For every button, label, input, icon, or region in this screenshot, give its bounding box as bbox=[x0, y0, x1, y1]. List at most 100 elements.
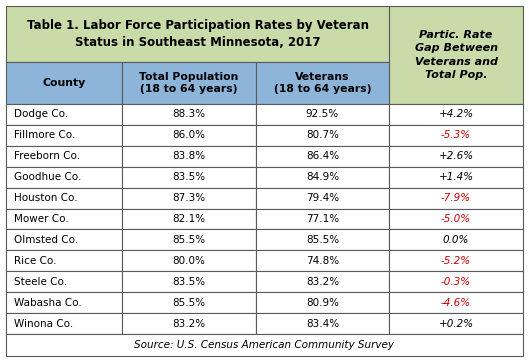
Bar bbox=[6, 188, 122, 209]
Text: -7.9%: -7.9% bbox=[441, 193, 471, 203]
Text: Mower Co.: Mower Co. bbox=[14, 214, 69, 224]
Bar bbox=[389, 313, 523, 334]
Text: 84.9%: 84.9% bbox=[306, 172, 339, 182]
Text: +0.2%: +0.2% bbox=[439, 319, 473, 329]
Bar bbox=[122, 271, 256, 292]
Text: 77.1%: 77.1% bbox=[306, 214, 339, 224]
Bar bbox=[6, 104, 122, 125]
Text: 74.8%: 74.8% bbox=[306, 256, 339, 266]
Bar bbox=[389, 146, 523, 167]
Text: 79.4%: 79.4% bbox=[306, 193, 339, 203]
Bar bbox=[256, 188, 389, 209]
Text: Partic. Rate
Gap Between
Veterans and
Total Pop.: Partic. Rate Gap Between Veterans and To… bbox=[415, 30, 498, 80]
Text: County: County bbox=[42, 78, 86, 88]
Text: 80.9%: 80.9% bbox=[306, 298, 339, 308]
Text: 82.1%: 82.1% bbox=[172, 214, 206, 224]
Text: 85.5%: 85.5% bbox=[172, 298, 206, 308]
Bar bbox=[256, 146, 389, 167]
Bar bbox=[122, 230, 256, 251]
Text: 92.5%: 92.5% bbox=[306, 109, 339, 119]
Bar bbox=[256, 125, 389, 146]
Bar bbox=[122, 188, 256, 209]
Text: 83.4%: 83.4% bbox=[306, 319, 339, 329]
Text: 80.7%: 80.7% bbox=[306, 130, 339, 140]
Text: 83.2%: 83.2% bbox=[306, 277, 339, 287]
Bar bbox=[6, 230, 122, 251]
Bar bbox=[122, 104, 256, 125]
Text: -5.0%: -5.0% bbox=[441, 214, 471, 224]
Text: Steele Co.: Steele Co. bbox=[14, 277, 67, 287]
Bar bbox=[122, 167, 256, 188]
Bar bbox=[6, 271, 122, 292]
Bar bbox=[6, 62, 122, 104]
Bar bbox=[389, 167, 523, 188]
Bar bbox=[389, 209, 523, 230]
Bar bbox=[6, 313, 122, 334]
Bar bbox=[122, 146, 256, 167]
Text: 85.5%: 85.5% bbox=[172, 235, 206, 245]
Text: Rice Co.: Rice Co. bbox=[14, 256, 57, 266]
Bar bbox=[256, 313, 389, 334]
Bar bbox=[6, 292, 122, 313]
Bar bbox=[6, 6, 389, 62]
Bar bbox=[122, 62, 256, 104]
Text: 83.2%: 83.2% bbox=[172, 319, 206, 329]
Bar bbox=[256, 251, 389, 271]
Text: Veterans
(18 to 64 years): Veterans (18 to 64 years) bbox=[273, 72, 371, 94]
Bar bbox=[389, 188, 523, 209]
Bar bbox=[389, 251, 523, 271]
Bar bbox=[389, 6, 523, 104]
Bar bbox=[122, 292, 256, 313]
Bar bbox=[256, 230, 389, 251]
Text: Freeborn Co.: Freeborn Co. bbox=[14, 151, 80, 161]
Bar bbox=[122, 125, 256, 146]
Bar bbox=[6, 209, 122, 230]
Text: Dodge Co.: Dodge Co. bbox=[14, 109, 68, 119]
Bar bbox=[256, 209, 389, 230]
Text: -5.2%: -5.2% bbox=[441, 256, 471, 266]
Bar bbox=[6, 146, 122, 167]
Text: Olmsted Co.: Olmsted Co. bbox=[14, 235, 78, 245]
Bar bbox=[6, 125, 122, 146]
Text: +2.6%: +2.6% bbox=[439, 151, 473, 161]
Bar bbox=[256, 271, 389, 292]
Bar bbox=[122, 251, 256, 271]
Text: 83.5%: 83.5% bbox=[172, 277, 206, 287]
Bar bbox=[122, 313, 256, 334]
Text: Wabasha Co.: Wabasha Co. bbox=[14, 298, 82, 308]
Text: Winona Co.: Winona Co. bbox=[14, 319, 73, 329]
Bar bbox=[256, 104, 389, 125]
Text: +1.4%: +1.4% bbox=[439, 172, 473, 182]
Text: 0.0%: 0.0% bbox=[443, 235, 469, 245]
Text: 83.8%: 83.8% bbox=[172, 151, 206, 161]
Text: 88.3%: 88.3% bbox=[172, 109, 206, 119]
Bar bbox=[122, 209, 256, 230]
Text: Table 1. Labor Force Participation Rates by Veteran
Status in Southeast Minnesot: Table 1. Labor Force Participation Rates… bbox=[26, 20, 369, 49]
Bar bbox=[256, 167, 389, 188]
Bar bbox=[389, 104, 523, 125]
Text: Goodhue Co.: Goodhue Co. bbox=[14, 172, 81, 182]
Bar bbox=[389, 271, 523, 292]
Text: Total Population
(18 to 64 years): Total Population (18 to 64 years) bbox=[139, 72, 239, 94]
Bar bbox=[389, 230, 523, 251]
Text: 86.4%: 86.4% bbox=[306, 151, 339, 161]
Text: 86.0%: 86.0% bbox=[172, 130, 206, 140]
Bar bbox=[389, 125, 523, 146]
Bar bbox=[256, 62, 389, 104]
Text: 85.5%: 85.5% bbox=[306, 235, 339, 245]
Text: -5.3%: -5.3% bbox=[441, 130, 471, 140]
Bar bbox=[389, 292, 523, 313]
Text: +4.2%: +4.2% bbox=[439, 109, 473, 119]
Text: 80.0%: 80.0% bbox=[172, 256, 205, 266]
Text: -4.6%: -4.6% bbox=[441, 298, 471, 308]
Bar bbox=[6, 251, 122, 271]
Text: 83.5%: 83.5% bbox=[172, 172, 206, 182]
Text: 87.3%: 87.3% bbox=[172, 193, 206, 203]
Bar bbox=[256, 292, 389, 313]
Text: Fillmore Co.: Fillmore Co. bbox=[14, 130, 75, 140]
Bar bbox=[6, 334, 523, 356]
Text: Source: U.S. Census American Community Survey: Source: U.S. Census American Community S… bbox=[134, 340, 395, 350]
Text: Houston Co.: Houston Co. bbox=[14, 193, 78, 203]
Text: -0.3%: -0.3% bbox=[441, 277, 471, 287]
Bar bbox=[6, 167, 122, 188]
